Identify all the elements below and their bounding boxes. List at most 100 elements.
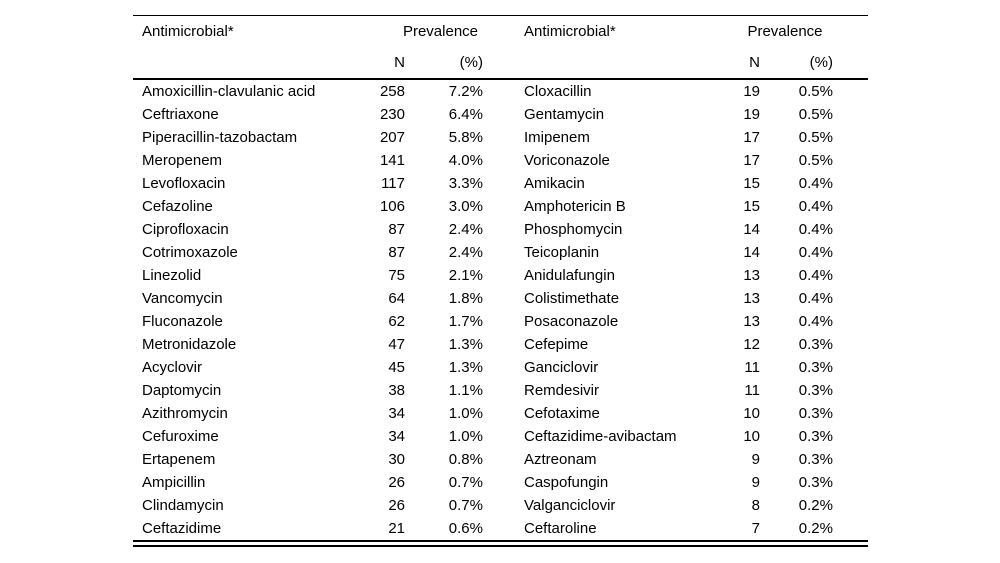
subheader-blank-right [490,47,710,78]
antimicrobial-name-left: Metronidazole [142,336,237,353]
n-value-left: 47 [388,336,405,353]
table-row: Vancomycin 64 1.8% Colistimethate 13 0.4… [133,287,868,310]
antimicrobial-name-left: Fluconazole [142,313,223,330]
antimicrobial-name-right: Cloxacillin [524,83,592,100]
n-value-right: 11 [744,359,760,376]
column-header-n-left: N [394,54,405,71]
column-header-pct-right: (%) [809,54,833,71]
table-body: Amoxicillin-clavulanic acid 258 7.2% Clo… [133,80,868,540]
table-row: Ampicillin 26 0.7% Caspofungin 9 0.3% [133,471,868,494]
pct-value-left: 1.1% [448,382,483,399]
table-header-rule [133,78,868,80]
n-value-left: 26 [388,474,405,491]
table-bottom-rule [133,540,868,547]
pct-value-left: 0.7% [448,474,483,491]
n-value-left: 87 [388,221,405,238]
n-value-left: 26 [388,497,405,514]
pct-value-right: 0.4% [798,244,833,261]
n-value-right: 14 [743,221,760,238]
pct-value-right: 0.3% [798,451,833,468]
n-value-right: 10 [743,428,760,445]
table-row: Ciprofloxacin 87 2.4% Phosphomycin 14 0.… [133,218,868,241]
pct-value-right: 0.4% [798,290,833,307]
table-row: Ceftriaxone 230 6.4% Gentamycin 19 0.5% [133,103,868,126]
n-value-left: 87 [388,244,405,261]
table-subheader-row: N (%) N (%) [133,47,868,78]
n-value-left: 34 [388,405,405,422]
pct-value-right: 0.2% [798,497,833,514]
pct-value-left: 2.4% [448,221,483,238]
n-value-right: 11 [744,382,760,399]
n-value-right: 9 [751,451,760,468]
antimicrobial-name-right: Amphotericin B [524,198,626,215]
n-value-left: 117 [381,175,405,192]
n-value-left: 21 [388,520,405,537]
n-value-left: 64 [388,290,405,307]
n-value-right: 8 [751,497,760,514]
table-row: Levofloxacin 117 3.3% Amikacin 15 0.4% [133,172,868,195]
pct-value-right: 0.5% [798,152,833,169]
table-row: Cefuroxime 34 1.0% Ceftazidime-avibactam… [133,425,868,448]
column-header-pct-left: (%) [459,54,483,71]
pct-value-left: 1.8% [448,290,483,307]
table-row: Acyclovir 45 1.3% Ganciclovir 11 0.3% [133,356,868,379]
pct-value-right: 0.5% [798,129,833,146]
n-value-left: 75 [388,267,405,284]
pct-value-left: 2.4% [448,244,483,261]
antimicrobial-name-right: Posaconazole [524,313,619,330]
antimicrobial-name-left: Azithromycin [142,405,228,422]
pct-value-left: 1.0% [448,428,483,445]
n-value-right: 19 [743,106,760,123]
pct-value-left: 1.3% [448,359,483,376]
column-header-antimicrobial-left: Antimicrobial* [142,23,234,40]
pct-value-left: 6.4% [448,106,483,123]
antimicrobial-name-left: Daptomycin [142,382,222,399]
antimicrobial-name-left: Ciprofloxacin [142,221,229,238]
n-value-right: 15 [743,175,760,192]
antimicrobial-name-left: Linezolid [142,267,202,284]
table-row: Cefazoline 106 3.0% Amphotericin B 15 0.… [133,195,868,218]
pct-value-right: 0.3% [798,382,833,399]
antimicrobial-name-right: Phosphomycin [524,221,623,238]
n-value-left: 45 [388,359,405,376]
n-value-left: 34 [388,428,405,445]
antimicrobial-name-left: Cotrimoxazole [142,244,238,261]
antimicrobial-name-left: Vancomycin [142,290,223,307]
table-row: Azithromycin 34 1.0% Cefotaxime 10 0.3% [133,402,868,425]
n-value-right: 9 [751,474,760,491]
pct-value-left: 0.6% [448,520,483,537]
table-row: Daptomycin 38 1.1% Remdesivir 11 0.3% [133,379,868,402]
n-value-right: 13 [743,290,760,307]
antimicrobial-name-right: Anidulafungin [524,267,615,284]
antimicrobial-name-right: Teicoplanin [524,244,600,261]
pct-value-right: 0.2% [798,520,833,537]
antimicrobial-name-right: Cefotaxime [524,405,600,422]
n-value-right: 15 [743,198,760,215]
table-row: Linezolid 75 2.1% Anidulafungin 13 0.4% [133,264,868,287]
pct-value-right: 0.3% [798,474,833,491]
table-top-rule [133,15,868,16]
n-value-left: 141 [379,152,405,169]
pct-value-left: 3.3% [448,175,483,192]
table-row: Meropenem 141 4.0% Voriconazole 17 0.5% [133,149,868,172]
pct-value-right: 0.3% [798,428,833,445]
antimicrobial-name-left: Ampicillin [142,474,206,491]
antimicrobial-name-right: Gentamycin [524,106,605,123]
n-value-left: 230 [379,106,405,123]
antimicrobial-name-right: Cefepime [524,336,589,353]
n-value-right: 7 [751,520,760,537]
antimicrobial-name-right: Voriconazole [524,152,610,169]
n-value-right: 13 [743,313,760,330]
antimicrobial-name-right: Amikacin [524,175,585,192]
antimicrobial-name-left: Piperacillin-tazobactam [142,129,298,146]
column-header-antimicrobial-right: Antimicrobial* [524,23,616,40]
antimicrobial-name-left: Ceftriaxone [142,106,219,123]
n-value-right: 13 [743,267,760,284]
n-value-right: 17 [743,152,760,169]
column-header-n-right: N [749,54,760,71]
n-value-left: 38 [388,382,405,399]
pct-value-right: 0.4% [798,198,833,215]
antimicrobial-name-left: Ceftazidime [142,520,222,537]
pct-value-left: 1.0% [448,405,483,422]
antimicrobial-name-right: Valganciclovir [524,497,616,514]
